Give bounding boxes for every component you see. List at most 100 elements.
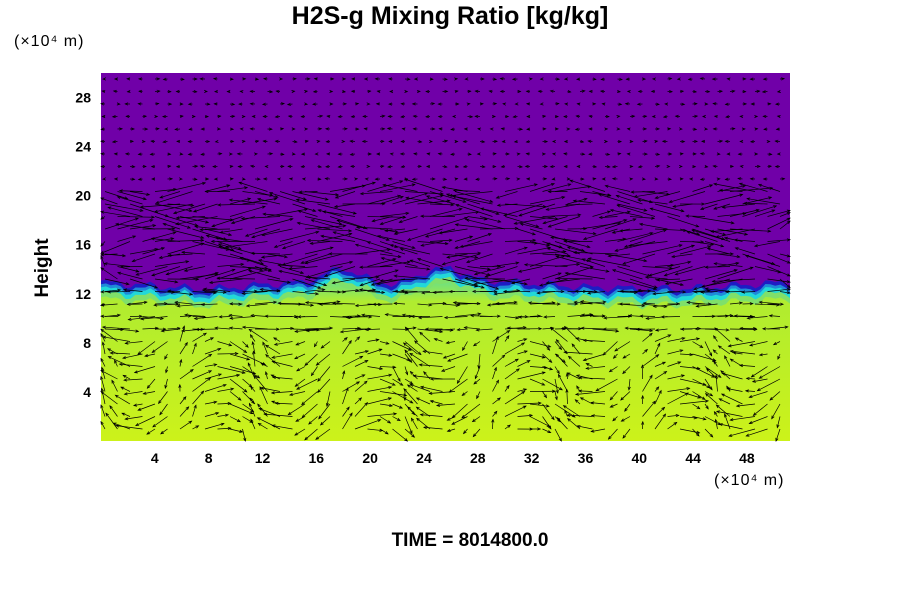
wind-arrow [636,102,643,106]
wind-arrow [400,102,406,106]
wind-arrow [404,416,413,435]
wind-arrow [122,374,131,380]
wind-arrow [679,152,684,156]
wind-arrow [167,289,181,293]
wind-arrow [704,366,722,378]
wind-arrow [192,271,219,280]
wind-arrow [642,244,683,255]
wind-arrow [159,191,181,199]
wind-arrow [175,216,206,220]
wind-arrow [529,241,550,247]
wind-arrow [304,253,343,265]
wind-arrow [212,164,218,169]
wind-arrow [249,102,256,106]
wind-arrow [562,405,581,417]
wind-arrow [245,303,268,308]
wind-arrow [671,253,693,259]
wind-arrow [704,269,738,280]
wind-arrow [704,90,711,94]
wind-arrow [152,416,168,428]
wind-arrow [437,114,443,119]
wind-arrow [192,390,205,405]
wind-arrow [542,341,551,351]
wind-arrow [611,177,618,181]
wind-arrow [329,102,334,106]
wind-arrow [504,368,520,380]
wind-arrow [379,195,404,205]
wind-arrow [100,241,106,247]
wind-arrow [442,77,448,81]
wind-arrow [251,228,281,239]
wind-arrow [518,203,556,217]
wind-arrow [742,77,747,81]
wind-arrow [692,114,699,118]
wind-arrow [100,366,106,380]
wind-arrow [604,218,637,230]
wind-arrow [529,196,566,205]
wind-arrow [602,327,618,331]
wind-arrow [217,203,256,207]
wind-arrow [655,278,681,282]
wind-arrow [514,102,519,106]
wind-arrow [779,212,791,217]
wind-arrow [167,177,174,181]
wind-arrow [361,139,368,144]
wind-arrow [404,326,418,342]
wind-arrow [500,127,506,131]
wind-arrow [379,164,385,168]
wind-arrow [492,397,501,405]
wind-arrow [100,369,118,380]
wind-arrow [192,342,197,355]
wind-arrow [429,203,455,207]
wind-arrow [142,114,148,118]
wind-arrow [729,89,736,93]
wind-arrow [303,102,309,106]
wind-arrow [504,342,526,355]
wind-arrow [364,327,381,332]
wind-arrow [461,403,481,419]
wind-arrow [526,127,531,131]
wind-arrow [188,127,193,131]
wind-arrow [667,77,673,81]
wind-arrow [277,263,306,267]
wind-arrow [767,238,791,242]
wind-arrow [779,220,791,230]
wind-arrow [351,77,356,81]
wind-arrow [317,127,323,131]
wind-arrow [704,428,714,438]
wind-arrow [241,177,246,181]
wind-arrow [417,316,443,320]
wind-arrow [578,389,593,393]
wind-arrow [129,191,151,196]
wind-arrow [704,241,725,248]
wind-arrow [241,325,268,330]
wind-arrow [265,354,281,367]
wind-arrow [117,191,147,201]
wind-arrow [304,216,343,226]
wind-arrow [326,114,331,119]
wind-arrow [517,350,528,355]
wind-arrow [467,233,493,242]
wind-arrow [776,416,781,429]
wind-arrow [717,89,724,93]
wind-arrow [113,77,118,81]
wind-arrow [704,102,709,106]
wind-arrow [590,401,606,405]
wind-arrow [567,355,581,367]
wind-arrow [607,253,631,258]
wind-arrow [720,370,731,380]
wind-arrow [529,353,546,359]
wind-arrow [712,102,718,106]
wind-arrow [467,115,474,119]
wind-arrow [542,416,552,430]
wind-arrow [179,396,187,405]
wind-arrow [179,341,188,355]
wind-arrow [462,341,468,352]
wind-arrow [393,301,406,306]
wind-arrow [713,360,718,367]
wind-arrow [167,228,205,239]
wind-arrow [492,139,498,143]
wind-arrow [262,212,293,217]
wind-arrow [296,378,318,390]
wind-arrow [667,244,696,255]
